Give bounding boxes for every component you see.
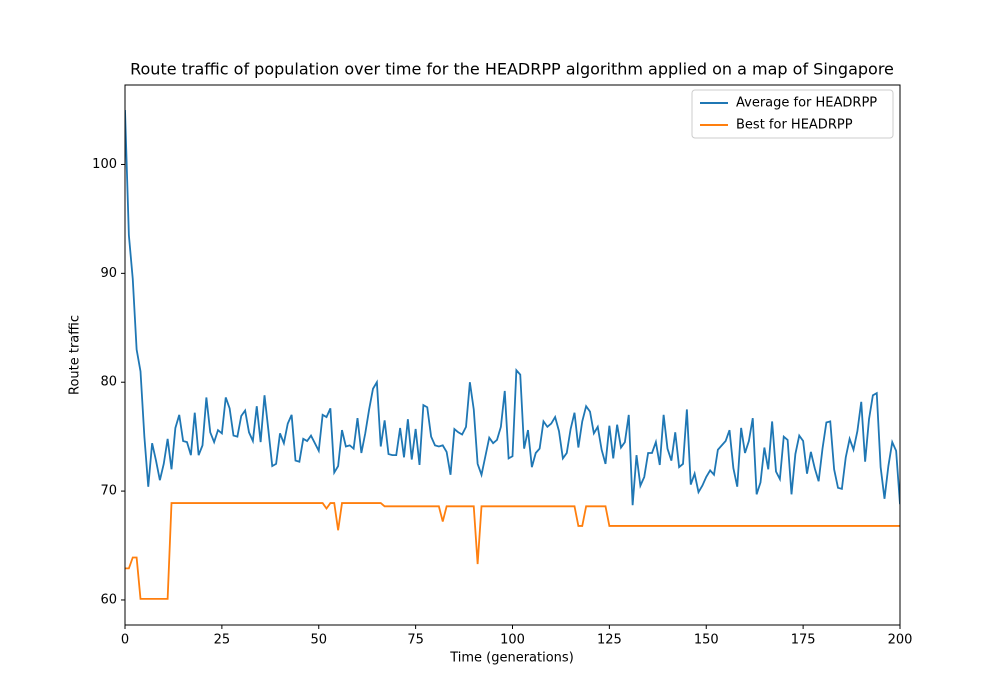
x-tick-label: 75 [407,633,424,648]
x-axis-label: Time (generations) [449,651,574,666]
x-tick-label: 25 [214,633,231,648]
y-tick-label: 100 [92,157,117,172]
legend-label: Best for HEADRPP [736,118,853,133]
x-tick-label: 125 [597,633,622,648]
legend-label: Average for HEADRPP [736,96,877,111]
chart-title: Route traffic of population over time fo… [130,60,894,79]
x-tick-label: 200 [888,633,913,648]
y-tick-label: 60 [100,592,117,607]
y-tick-label: 80 [100,375,117,390]
x-tick-label: 150 [694,633,719,648]
y-axis-label: Route traffic [68,315,83,395]
plot-frame [124,84,901,626]
line-series [125,110,900,506]
line-series [125,502,900,600]
y-tick-label: 70 [100,484,117,499]
x-tick-label: 0 [121,633,129,648]
x-tick-label: 175 [791,633,816,648]
x-tick-label: 50 [310,633,327,648]
legend-box [691,89,894,139]
x-tick-label: 100 [500,633,525,648]
y-tick-label: 90 [100,266,117,281]
